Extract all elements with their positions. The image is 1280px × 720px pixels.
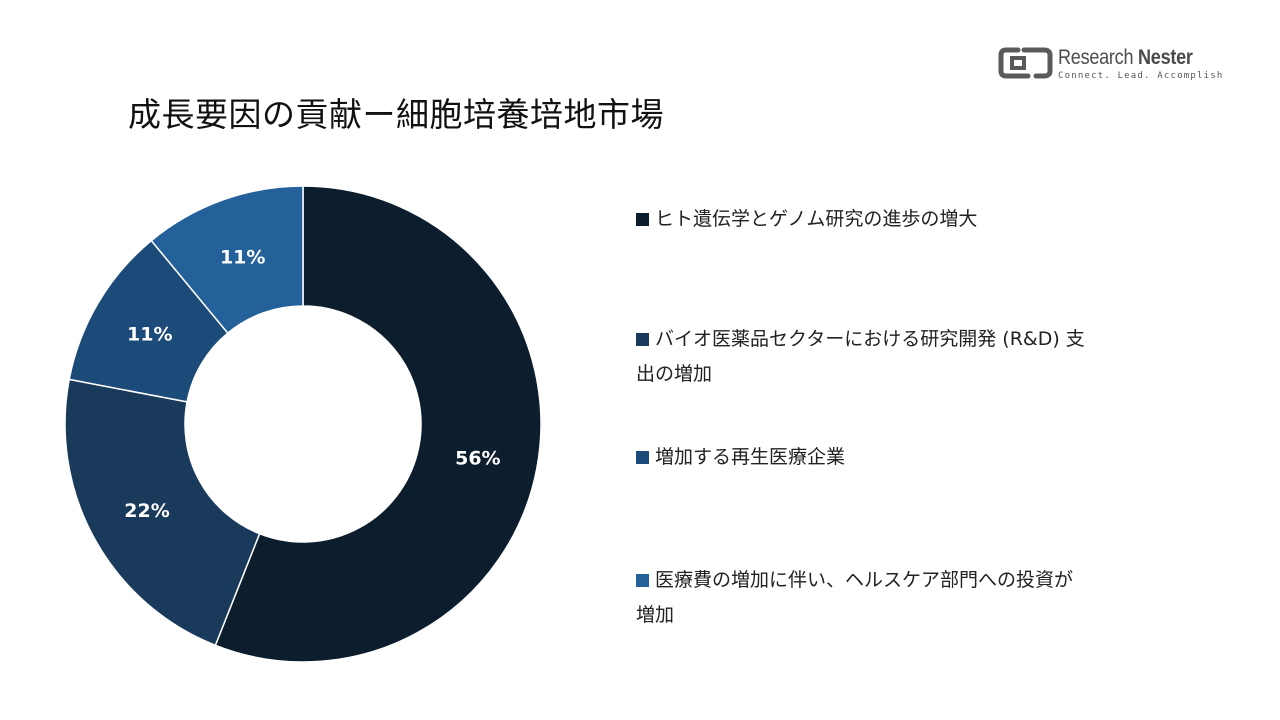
logo-name-part1: Research bbox=[1058, 46, 1134, 69]
legend-swatch-1 bbox=[636, 213, 649, 226]
slice-label-2: 22% bbox=[124, 500, 169, 522]
chart-legend: ヒト遺伝学とゲノム研究の進歩の増大バイオ医薬品セクターにおける研究開発 (R&D… bbox=[636, 0, 1196, 720]
legend-label-4-line-1: 医療費の増加に伴い、ヘルスケア部門への投資が bbox=[655, 569, 1074, 591]
donut-slice-1 bbox=[214, 185, 542, 663]
legend-swatch-3 bbox=[636, 451, 649, 464]
legend-label-3-line-1: 増加する再生医療企業 bbox=[655, 446, 846, 468]
legend-swatch-4 bbox=[636, 574, 649, 587]
slice-label-3: 11% bbox=[127, 323, 172, 345]
logo-mark-icon bbox=[998, 47, 1053, 79]
legend-label-2-line-1: バイオ医薬品セクターにおける研究開発 (R&D) 支 bbox=[655, 328, 1085, 350]
legend-item-3: 増加する再生医療企業 bbox=[636, 440, 1176, 475]
chart-title: 成長要因の貢献ー細胞培養培地市場 bbox=[128, 95, 664, 134]
legend-label-4-line-2: 増加 bbox=[636, 604, 675, 626]
legend-item-1: ヒト遺伝学とゲノム研究の進歩の増大 bbox=[636, 202, 1176, 237]
legend-swatch-2 bbox=[636, 333, 649, 346]
slice-label-1: 56% bbox=[455, 447, 500, 469]
research-nester-logo: Research Nester Connect. Lead. Accomplis… bbox=[998, 44, 1238, 84]
slice-label-4: 11% bbox=[220, 247, 265, 269]
donut-chart: 56% 22% 11% 11% bbox=[64, 185, 542, 663]
legend-item-4: 医療費の増加に伴い、ヘルスケア部門への投資が増加 bbox=[636, 563, 1176, 633]
legend-item-2: バイオ医薬品セクターにおける研究開発 (R&D) 支出の増加 bbox=[636, 322, 1176, 392]
donut-slice-2 bbox=[64, 378, 261, 647]
logo-name: Research Nester bbox=[1058, 46, 1193, 70]
logo-name-part2: Nester bbox=[1138, 46, 1193, 69]
legend-label-2-line-2: 出の増加 bbox=[636, 363, 713, 385]
logo-tagline: Connect. Lead. Accomplish bbox=[1058, 71, 1224, 81]
legend-label-1-line-1: ヒト遺伝学とゲノム研究の進歩の増大 bbox=[655, 208, 978, 230]
donut-slice-4 bbox=[150, 185, 304, 335]
